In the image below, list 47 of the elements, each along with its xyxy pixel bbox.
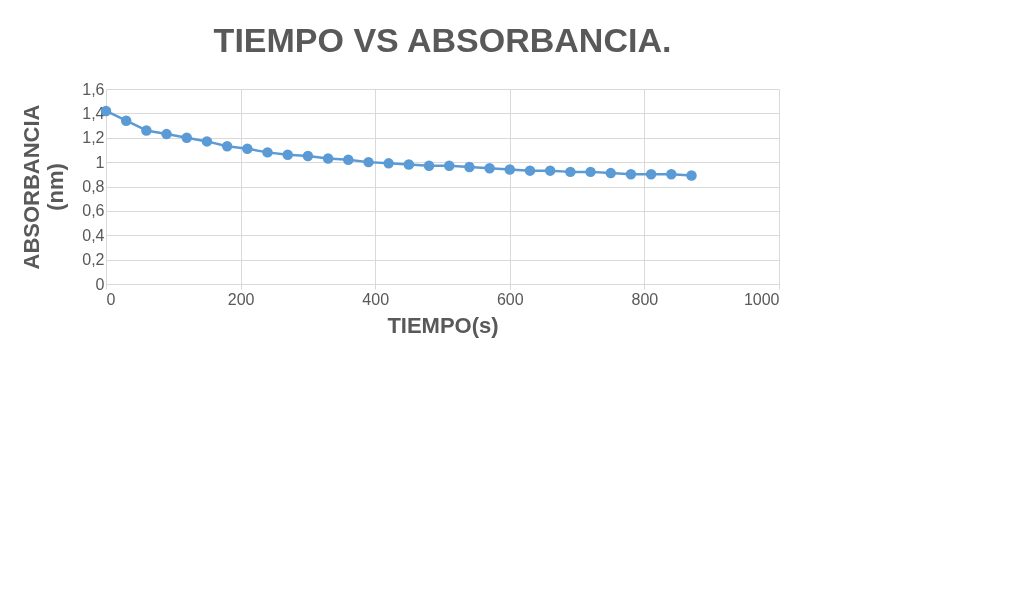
y-tick-label: 1,2 [82,129,105,147]
x-tick-label: 400 [362,290,390,308]
x-tick-label: 800 [631,290,659,308]
point [645,169,657,180]
y-tick-label: 0,2 [82,251,105,269]
point [504,164,516,175]
point [686,170,697,181]
y-tick-label: 1,6 [82,80,105,98]
point [201,136,213,147]
x-tick-label: 200 [227,290,255,308]
y-tick-label: 0 [95,275,105,293]
point [282,149,293,161]
point [565,166,576,178]
point [625,169,637,180]
y-tick-label: 0,6 [82,202,105,220]
point [544,165,556,176]
x-axis-title: TIEMPO(s) [387,312,499,338]
chart-title: TIEMPO VS ABSORBANCIA. [213,21,672,59]
point [484,162,495,174]
point [423,160,435,172]
y-tick-label: 0,4 [82,226,105,244]
point [302,150,314,162]
x-tick-label: 0 [106,290,116,308]
point [605,167,616,179]
y-axis-title: ABSORBANCIA (nm) [19,104,69,270]
point [383,158,394,169]
point [343,154,354,165]
point [161,128,172,140]
point [141,125,152,136]
y-tick-label: 1,4 [82,104,105,122]
point [120,115,132,126]
point [443,160,455,172]
x-tick-label: 600 [496,290,524,308]
point [242,143,253,154]
point [666,169,677,180]
point [322,153,334,164]
point [181,132,192,143]
point [403,159,415,170]
y-tick-label: 0,8 [82,178,105,195]
y-tick-label: 1 [95,153,105,171]
point [524,165,536,176]
point [464,161,475,173]
point [262,147,273,158]
point [363,156,374,168]
x-tick-label: 1000 [743,290,780,308]
point [585,166,596,178]
point [221,141,233,152]
